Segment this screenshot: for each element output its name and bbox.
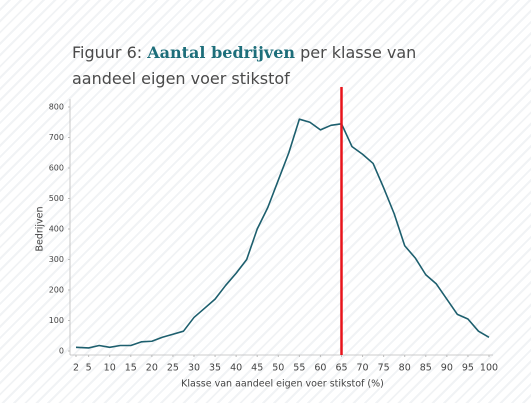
y-tick-label: 500 (49, 194, 64, 203)
x-tick-label: 85 (420, 363, 432, 374)
chart-title: Figuur 6: Aantal bedrijven per klasse va… (72, 40, 452, 92)
x-tick-label: 55 (293, 363, 305, 374)
x-tick-label: 15 (125, 363, 137, 374)
x-tick-label: 80 (399, 363, 411, 374)
y-axis-label: Bedrijven (35, 206, 46, 251)
title-part: per klasse van aandeel eigen voer stikst… (72, 43, 417, 88)
x-tick-label: 10 (104, 363, 116, 374)
x-tick-label: 35 (209, 363, 221, 374)
y-tick-label: 0 (59, 347, 64, 356)
x-tick-label: 70 (357, 363, 369, 374)
x-tick-label: 95 (462, 363, 474, 374)
y-tick-label: 400 (49, 225, 64, 234)
y-tick-label: 300 (49, 255, 64, 264)
x-tick-label: 25 (167, 363, 179, 374)
x-tick-label: 100 (480, 363, 498, 374)
title-highlight: Aantal bedrijven (147, 43, 296, 62)
title-part: Figuur 6: (72, 43, 143, 62)
y-tick-label: 600 (49, 164, 64, 173)
x-tick-label: 75 (378, 363, 390, 374)
y-tick-label: 700 (49, 133, 64, 142)
x-tick-label: 40 (230, 363, 242, 374)
y-tick-label: 800 (49, 103, 64, 112)
y-tick-label: 200 (49, 286, 64, 295)
data-line (75, 118, 490, 349)
x-tick-label: 5 (86, 363, 92, 374)
y-tick-label: 100 (49, 316, 64, 325)
x-axis-label: Klasse van aandeel eigen voer stikstof (… (181, 379, 384, 390)
x-tick-label: 30 (188, 363, 200, 374)
x-tick-label: 20 (146, 363, 158, 374)
x-tick-label: 50 (272, 363, 284, 374)
x-tick-label: 90 (441, 363, 453, 374)
x-tick-label: 45 (251, 363, 263, 374)
x-tick-label: 60 (314, 363, 326, 374)
x-tick-label: 2 (73, 363, 79, 374)
x-tick-label: 65 (335, 363, 347, 374)
